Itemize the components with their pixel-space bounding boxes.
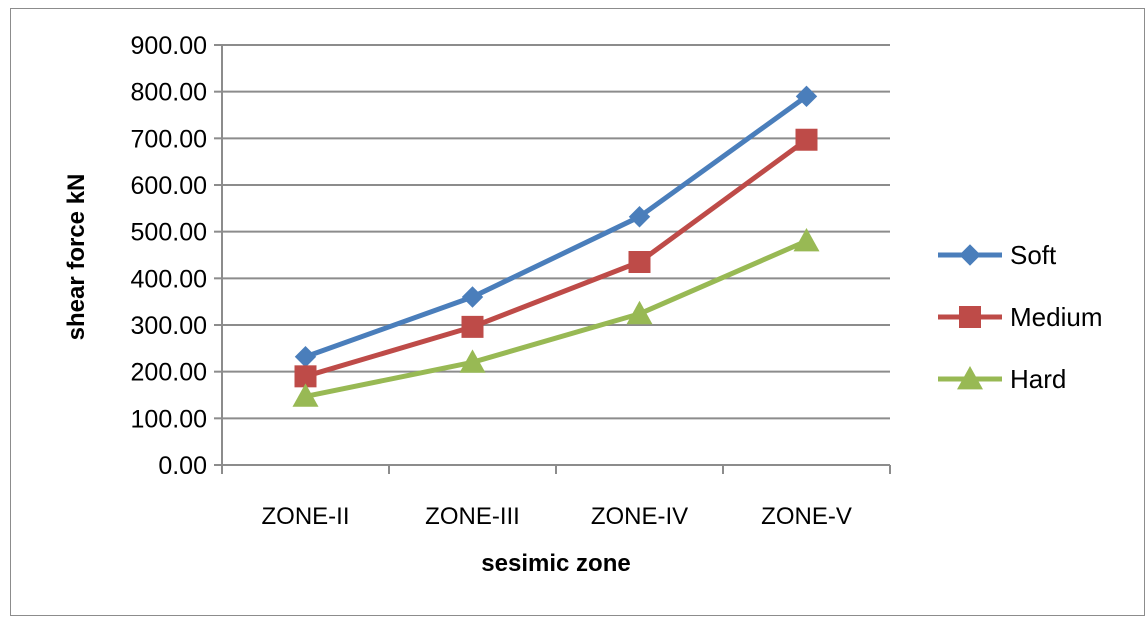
y-tick-label: 300.00 xyxy=(131,312,207,340)
y-tick-label: 500.00 xyxy=(131,219,207,247)
series-line-soft xyxy=(303,93,809,360)
data-point-hard xyxy=(292,383,319,407)
data-point-hard xyxy=(793,228,820,252)
axes xyxy=(214,44,891,474)
y-tick-label: 800.00 xyxy=(131,79,207,107)
series-line-medium xyxy=(303,137,809,379)
series-hard xyxy=(292,228,820,407)
data-point-hard xyxy=(626,300,653,325)
legend-label-soft: Soft xyxy=(1010,240,1057,270)
data-point-soft xyxy=(461,286,484,308)
x-tick-label: ZONE-II xyxy=(262,503,350,530)
y-tick-label: 700.00 xyxy=(131,125,207,153)
series-soft xyxy=(294,85,818,368)
legend-item-soft: Soft xyxy=(938,240,1057,270)
legend-label-medium: Medium xyxy=(1010,302,1102,332)
y-tick-label: 600.00 xyxy=(131,172,207,200)
data-point-medium xyxy=(294,365,317,388)
x-tick-label: ZONE-V xyxy=(761,503,852,530)
series-medium xyxy=(294,128,818,388)
legend-item-hard: Hard xyxy=(938,364,1066,394)
data-point-medium xyxy=(461,315,484,338)
data-point-soft xyxy=(294,346,317,368)
legend-marker-hard xyxy=(957,366,983,390)
y-axis-title: shear force kN xyxy=(63,174,90,341)
gridlines xyxy=(222,44,890,420)
data-point-medium xyxy=(628,251,651,273)
series-group xyxy=(292,85,820,407)
data-point-hard xyxy=(459,349,486,373)
y-tick-label: 900.00 xyxy=(131,32,207,60)
legend-marker-medium xyxy=(959,306,981,328)
y-tick-label: 400.00 xyxy=(131,265,207,293)
x-axis-tick-labels: ZONE-II ZONE-III ZONE-IV ZONE-V xyxy=(262,503,852,530)
x-tick-label: ZONE-III xyxy=(425,503,520,530)
legend: Soft Medium Hard xyxy=(938,240,1102,394)
legend-marker-soft xyxy=(959,244,981,266)
legend-item-medium: Medium xyxy=(938,302,1102,332)
data-point-medium xyxy=(795,128,818,151)
data-point-soft xyxy=(795,85,818,108)
x-axis-title: sesimic zone xyxy=(481,550,630,577)
data-point-soft xyxy=(628,206,651,228)
y-tick-label: 100.00 xyxy=(131,405,207,433)
x-tick-label: ZONE-IV xyxy=(591,503,688,530)
y-tick-label: 0.00 xyxy=(158,452,207,480)
y-tick-label: 200.00 xyxy=(131,359,207,387)
chart-frame xyxy=(10,8,1145,616)
legend-label-hard: Hard xyxy=(1010,364,1066,394)
series-line-hard xyxy=(303,238,809,399)
y-axis-tick-labels: 0.00 100.00 200.00 300.00 400.00 500.00 600.00… xyxy=(131,32,207,480)
